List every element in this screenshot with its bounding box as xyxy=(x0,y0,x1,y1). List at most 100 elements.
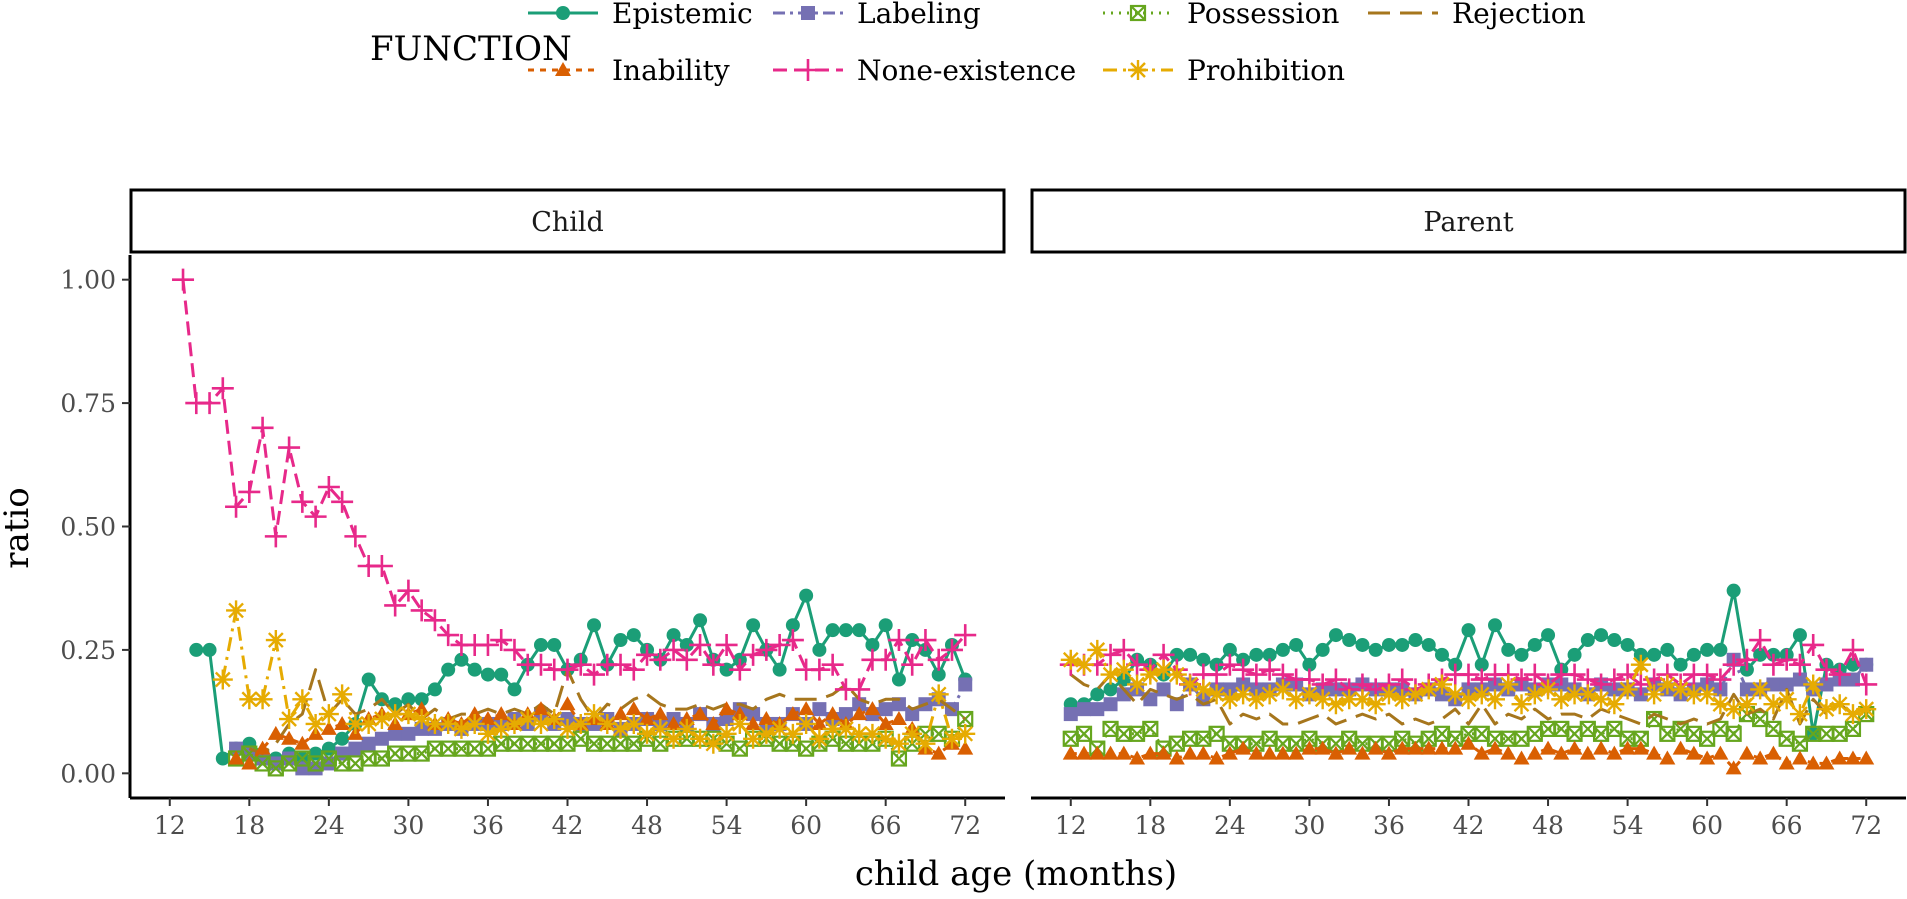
data-point xyxy=(905,633,920,648)
x-tick-label: 66 xyxy=(1771,811,1803,840)
data-point xyxy=(1433,740,1450,755)
panels: Child 0.00 0.25 0.50 0.75 1.00 12 18 24 30 36 42 48 5… xyxy=(60,188,1907,840)
data-point xyxy=(397,579,420,602)
data-point xyxy=(811,715,828,730)
data-point xyxy=(784,706,801,721)
data-point xyxy=(705,715,722,730)
data-point xyxy=(1841,638,1864,661)
data-point xyxy=(812,642,827,657)
data-point xyxy=(1501,642,1516,657)
legend-item-rejection: Rejection xyxy=(1368,0,1586,30)
data-point xyxy=(1619,740,1636,755)
data-point xyxy=(825,623,840,638)
legend-label: Epistemic xyxy=(612,0,753,30)
data-point xyxy=(477,723,498,744)
legend-label: Possession xyxy=(1187,0,1339,30)
data-point xyxy=(1075,725,1093,742)
data-point xyxy=(361,672,376,687)
data-point xyxy=(1275,642,1290,657)
data-point xyxy=(226,600,247,621)
data-point xyxy=(1735,648,1758,671)
data-point xyxy=(1421,637,1436,652)
data-point xyxy=(1196,652,1211,667)
data-point xyxy=(530,713,551,734)
data-point xyxy=(265,630,286,651)
data-point xyxy=(877,715,894,730)
data-point xyxy=(466,706,483,721)
series-rejection xyxy=(1069,673,1867,726)
data-point xyxy=(467,662,482,677)
data-point xyxy=(927,648,950,671)
legend-key-marker xyxy=(556,6,570,20)
data-point xyxy=(1380,745,1397,760)
data-point xyxy=(587,618,602,633)
x-tick-label: 30 xyxy=(393,811,425,840)
data-point xyxy=(1100,664,1121,685)
data-point xyxy=(1169,647,1184,662)
data-point xyxy=(1076,745,1093,760)
y-axis-title: ratio xyxy=(0,487,37,569)
data-point xyxy=(225,495,248,518)
series-possession xyxy=(1062,705,1875,757)
data-point xyxy=(742,643,765,666)
data-point xyxy=(1511,694,1532,715)
data-point xyxy=(874,648,897,671)
data-point xyxy=(332,684,353,705)
series-line xyxy=(1069,673,1867,726)
data-point xyxy=(743,728,764,749)
data-point xyxy=(410,599,433,622)
data-point xyxy=(1352,689,1373,710)
data-point xyxy=(507,682,522,697)
data-point xyxy=(413,701,430,716)
data-point xyxy=(305,713,326,734)
data-point xyxy=(1753,647,1768,662)
data-point xyxy=(348,741,363,756)
data-point xyxy=(252,689,273,710)
data-point xyxy=(1289,637,1304,652)
data-point xyxy=(559,696,576,711)
data-point xyxy=(1828,663,1851,686)
data-point xyxy=(1341,740,1358,755)
data-point xyxy=(255,751,270,766)
data-point xyxy=(1725,760,1742,775)
data-point xyxy=(1750,679,1771,700)
panel-child: Child 0.00 0.25 0.50 0.75 1.00 12 18 24 30 36 42 48 5… xyxy=(60,188,1006,840)
data-point xyxy=(583,663,606,686)
data-point xyxy=(1246,689,1267,710)
data-point xyxy=(768,633,791,656)
data-point xyxy=(1831,750,1848,765)
data-point xyxy=(1262,647,1277,662)
data-point xyxy=(1604,694,1625,715)
legend-title: FUNCTION xyxy=(370,29,572,69)
data-point xyxy=(957,740,974,755)
data-point xyxy=(785,618,800,633)
data-point xyxy=(665,715,682,730)
data-point xyxy=(1778,755,1795,770)
data-point xyxy=(690,728,711,749)
data-point xyxy=(423,609,446,632)
data-point xyxy=(1541,628,1556,643)
data-point xyxy=(1670,679,1691,700)
data-point xyxy=(1859,657,1874,672)
data-point xyxy=(1591,689,1612,710)
data-point xyxy=(1792,628,1807,643)
x-tick-label: 54 xyxy=(711,811,743,840)
data-point xyxy=(1577,684,1598,705)
data-point xyxy=(622,658,645,681)
data-point xyxy=(533,637,548,652)
data-point xyxy=(1405,684,1426,705)
data-point xyxy=(728,658,751,681)
data-point xyxy=(454,652,469,667)
data-point xyxy=(1156,682,1171,697)
legend-key-marker xyxy=(801,6,815,20)
data-point xyxy=(1116,687,1131,702)
data-point xyxy=(1712,745,1729,760)
data-point xyxy=(1102,745,1119,760)
data-point xyxy=(1524,684,1545,705)
data-point xyxy=(1566,740,1583,755)
data-point xyxy=(345,713,366,734)
x-tick-label: 48 xyxy=(1532,811,1564,840)
data-point xyxy=(282,751,297,766)
data-point xyxy=(1063,707,1078,722)
